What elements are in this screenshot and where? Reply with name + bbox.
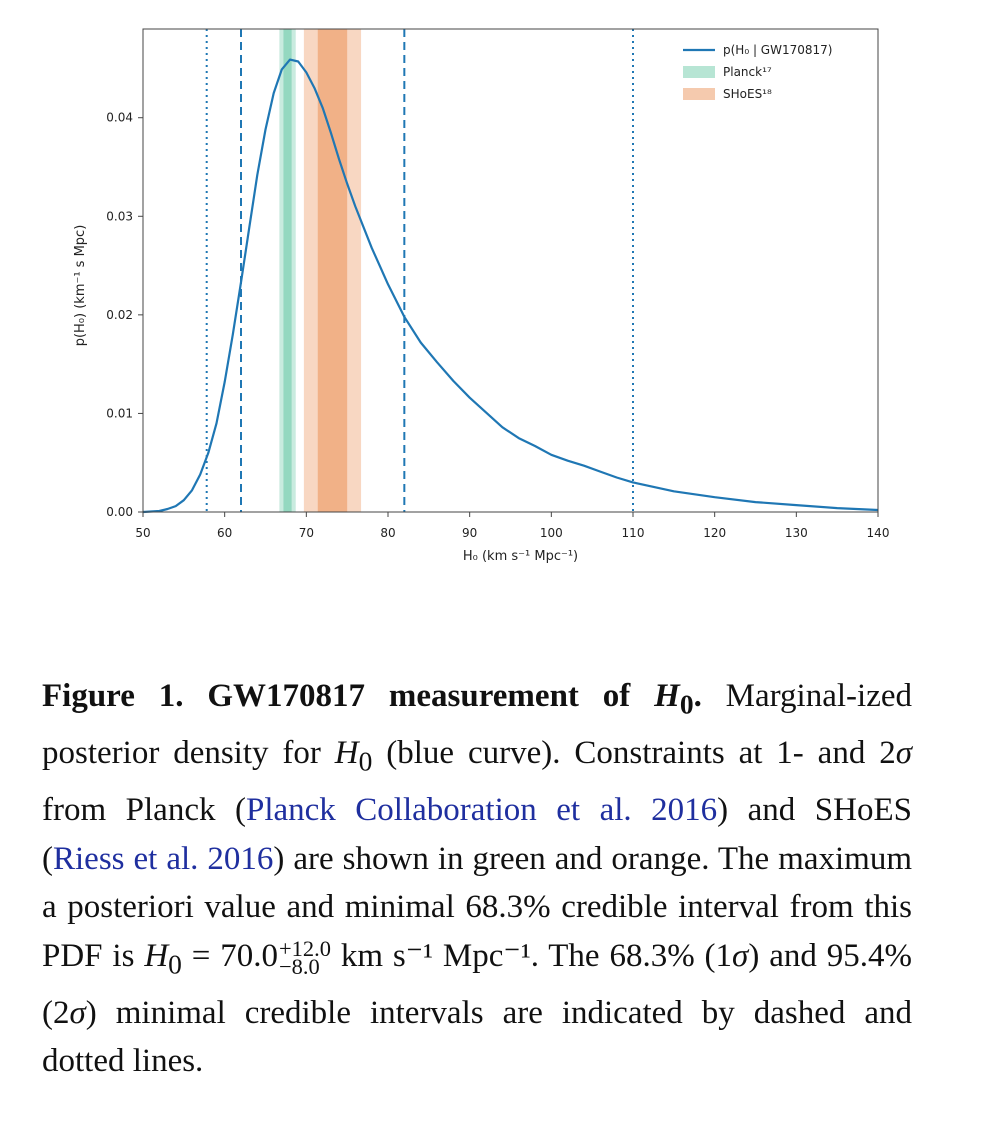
caption-text-5: ) are shown in green and orange. The max… bbox=[42, 840, 912, 974]
legend-swatch-shoes bbox=[683, 88, 715, 100]
posterior-curve bbox=[142, 58, 879, 514]
legend-label-planck: Planck¹⁷ bbox=[723, 65, 772, 79]
y-tick-label-2: 0.02 bbox=[106, 308, 133, 322]
caption-eq-value: = 70.0 bbox=[181, 937, 279, 974]
caption-label: Figure 1. bbox=[42, 678, 184, 714]
caption-text-3: from Planck ( bbox=[42, 792, 246, 829]
caption-text-7: ) and 95.4% (2 bbox=[42, 937, 912, 1031]
shoes-1sigma-band bbox=[317, 29, 348, 512]
planck-citation-link[interactable]: Planck Collaboration et al. 2016 bbox=[245, 792, 718, 829]
caption-text-4: ) and SHoES ( bbox=[42, 792, 912, 877]
legend: p(H₀ | GW170817) Planck¹⁷ SHoES¹⁸ bbox=[683, 43, 832, 101]
caption-sigma-3: σ bbox=[69, 994, 86, 1031]
x-tick-label-80: 80 bbox=[380, 526, 395, 540]
x-tick-label-100: 100 bbox=[540, 526, 563, 540]
legend-label-shoes: SHoES¹⁸ bbox=[723, 87, 772, 101]
caption-eq-lower: −8.0 bbox=[279, 953, 320, 979]
x-tick-label-50: 50 bbox=[135, 526, 150, 540]
caption-eq-errors: +12.0 −8.0 bbox=[279, 935, 331, 979]
figure: 50 60 70 80 90 100 110 120 130 140 0.00 0.01 0.02 0.0… bbox=[73, 28, 890, 564]
x-tick-label-110: 110 bbox=[622, 526, 645, 540]
caption-title-text: GW170817 measurement of bbox=[207, 678, 655, 714]
x-tick-label-140: 140 bbox=[867, 526, 890, 540]
posterior-chart: 50 60 70 80 90 100 110 120 130 140 0.00 0.01 0.02 0.0… bbox=[73, 28, 890, 564]
y-axis-title: p(H₀) (km⁻¹ s Mpc) bbox=[73, 225, 88, 347]
x-tick-label-120: 120 bbox=[703, 526, 726, 540]
caption-sigma-1: σ bbox=[895, 735, 912, 772]
caption-title-symbol: H bbox=[654, 678, 680, 714]
caption-title-end: . bbox=[693, 678, 702, 714]
caption-text-2: (blue curve). Constraints at 1- and 2 bbox=[372, 735, 896, 772]
legend-swatch-planck bbox=[683, 66, 715, 78]
caption-eq-units: km s⁻¹ Mpc⁻¹ bbox=[330, 937, 531, 974]
x-tick-label-60: 60 bbox=[217, 526, 232, 540]
x-tick-label-130: 130 bbox=[785, 526, 808, 540]
caption-text-6: . The 68.3% (1 bbox=[530, 937, 733, 974]
caption-title-subscript: 0 bbox=[679, 688, 694, 720]
caption-sigma-2: σ bbox=[732, 937, 749, 974]
y-tick-label-4: 0.04 bbox=[106, 111, 133, 125]
caption-text-1: Marginal-ized posterior density for bbox=[42, 678, 912, 772]
plot-frame bbox=[142, 28, 879, 513]
figure-caption: Figure 1. GW170817 measurement of H0. Ma… bbox=[42, 672, 912, 1086]
x-axis-title: H₀ (km s⁻¹ Mpc⁻¹) bbox=[463, 549, 578, 564]
planck-1sigma-band bbox=[283, 29, 292, 512]
riess-citation-link[interactable]: Riess et al. 2016 bbox=[53, 840, 274, 877]
caption-eq-upper: +12.0 bbox=[279, 935, 331, 961]
caption-eq-symbol: H bbox=[144, 937, 169, 974]
y-tick-label-3: 0.03 bbox=[106, 209, 133, 223]
caption-symbol-1: H bbox=[334, 735, 359, 772]
y-tick-label-1: 0.01 bbox=[106, 406, 133, 420]
caption-text-8: ) minimal credible intervals are indicat… bbox=[42, 994, 912, 1080]
x-tick-label-90: 90 bbox=[462, 526, 477, 540]
caption-title: GW170817 measurement of H0. bbox=[207, 678, 702, 720]
caption-subscript-1: 0 bbox=[358, 745, 373, 777]
legend-label-curve: p(H₀ | GW170817) bbox=[723, 43, 832, 57]
y-tick-label-0: 0.00 bbox=[106, 505, 133, 519]
caption-eq-subscript: 0 bbox=[168, 948, 182, 980]
x-tick-label-70: 70 bbox=[299, 526, 314, 540]
